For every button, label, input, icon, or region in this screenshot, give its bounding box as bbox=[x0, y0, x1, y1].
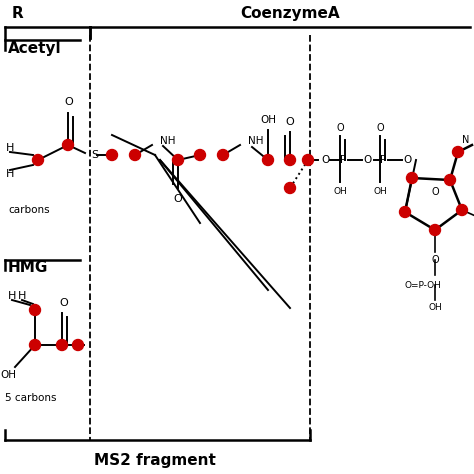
Text: O: O bbox=[376, 123, 384, 133]
Text: O: O bbox=[404, 155, 412, 165]
Circle shape bbox=[194, 149, 206, 161]
Text: O: O bbox=[173, 194, 182, 204]
Text: 5 carbons: 5 carbons bbox=[5, 393, 56, 403]
Circle shape bbox=[107, 149, 118, 161]
Text: carbons: carbons bbox=[8, 205, 50, 215]
Text: OH: OH bbox=[373, 188, 387, 197]
Text: OH: OH bbox=[428, 303, 442, 312]
Text: O: O bbox=[64, 97, 73, 107]
Text: P: P bbox=[340, 155, 346, 165]
Circle shape bbox=[284, 182, 295, 193]
Text: H: H bbox=[6, 143, 14, 153]
Circle shape bbox=[29, 339, 40, 350]
Text: P: P bbox=[380, 155, 386, 165]
Text: NH: NH bbox=[160, 136, 175, 146]
Circle shape bbox=[129, 149, 140, 161]
Text: O: O bbox=[431, 255, 439, 265]
Text: MS2 fragment: MS2 fragment bbox=[94, 453, 216, 467]
Text: H: H bbox=[6, 169, 14, 179]
Circle shape bbox=[407, 173, 418, 183]
Circle shape bbox=[400, 207, 410, 218]
Text: OH: OH bbox=[260, 115, 276, 125]
Circle shape bbox=[173, 155, 183, 165]
Circle shape bbox=[56, 339, 67, 350]
Circle shape bbox=[445, 174, 456, 185]
Circle shape bbox=[29, 304, 40, 316]
Circle shape bbox=[63, 139, 73, 151]
Text: OH: OH bbox=[0, 370, 16, 380]
Circle shape bbox=[73, 339, 83, 350]
Circle shape bbox=[263, 155, 273, 165]
Text: O: O bbox=[60, 298, 68, 308]
Circle shape bbox=[429, 225, 440, 236]
Text: O: O bbox=[286, 117, 294, 127]
Circle shape bbox=[33, 155, 44, 165]
Circle shape bbox=[302, 155, 313, 165]
Circle shape bbox=[218, 149, 228, 161]
Circle shape bbox=[284, 155, 295, 165]
Text: R: R bbox=[12, 6, 24, 20]
Text: HMG: HMG bbox=[8, 261, 48, 275]
Text: O: O bbox=[364, 155, 372, 165]
Text: H: H bbox=[8, 291, 16, 301]
Text: OH: OH bbox=[333, 188, 347, 197]
Circle shape bbox=[453, 146, 464, 157]
Text: O: O bbox=[336, 123, 344, 133]
Text: H: H bbox=[18, 291, 26, 301]
Text: O=P-OH: O=P-OH bbox=[405, 281, 441, 290]
Text: O: O bbox=[322, 155, 330, 165]
Text: S: S bbox=[91, 150, 98, 160]
Text: Acetyl: Acetyl bbox=[8, 40, 62, 55]
Text: CoenzymeA: CoenzymeA bbox=[240, 6, 340, 20]
Text: O: O bbox=[431, 187, 439, 197]
Circle shape bbox=[456, 204, 467, 216]
Text: NH: NH bbox=[248, 136, 264, 146]
Text: N: N bbox=[462, 135, 469, 145]
